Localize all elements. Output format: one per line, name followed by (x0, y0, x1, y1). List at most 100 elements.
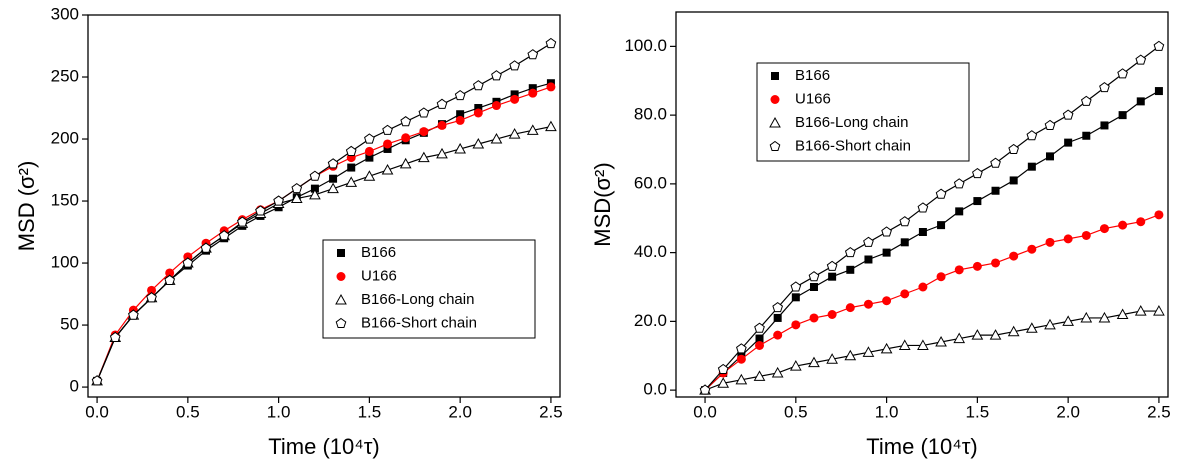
y-tick-label: 250 (51, 66, 79, 85)
x-tick-label: 1.5 (358, 402, 382, 421)
marker (845, 303, 855, 313)
marker (1062, 315, 1074, 326)
legend-marker (335, 317, 347, 329)
marker (808, 271, 820, 282)
marker (899, 216, 911, 227)
marker (1136, 217, 1146, 227)
y-axis-title: MSD(σ²) (590, 162, 615, 246)
marker (436, 147, 448, 159)
marker (491, 101, 501, 111)
x-axis-title: Time (10⁴τ) (866, 434, 977, 459)
plot-frame (675, 11, 1169, 398)
marker (773, 330, 783, 340)
marker (826, 353, 838, 364)
marker (773, 313, 782, 322)
marker (1008, 143, 1020, 155)
marker (165, 268, 175, 278)
marker (972, 261, 982, 271)
marker (437, 120, 447, 130)
marker (1099, 224, 1109, 234)
legend-marker (769, 116, 781, 128)
marker (991, 186, 1000, 195)
marker (164, 274, 176, 285)
marker (236, 216, 248, 227)
marker (1099, 82, 1110, 93)
marker (898, 339, 911, 350)
marker (735, 373, 748, 385)
marker (182, 257, 194, 268)
marker (473, 108, 483, 118)
legend-marker (337, 249, 345, 257)
marker (917, 339, 929, 350)
marker (755, 334, 764, 343)
marker (290, 192, 303, 204)
x-tick-label: 1.0 (267, 402, 291, 421)
marker (736, 343, 747, 354)
marker (826, 260, 838, 271)
marker (456, 110, 465, 119)
marker (1100, 121, 1109, 130)
x-tick-label: 0.0 (693, 402, 717, 421)
marker (808, 356, 820, 368)
y-tick-label: 0.0 (643, 380, 667, 399)
marker (755, 340, 765, 350)
marker (809, 283, 818, 291)
marker (309, 188, 321, 200)
marker (936, 272, 946, 282)
marker (1045, 152, 1054, 161)
marker (1118, 111, 1127, 120)
marker (791, 293, 800, 302)
marker (255, 205, 266, 216)
series-line (704, 214, 1160, 391)
marker (345, 176, 358, 187)
marker (1081, 230, 1091, 240)
marker (383, 139, 393, 149)
marker (383, 144, 392, 153)
marker (508, 128, 521, 139)
marker (400, 116, 412, 127)
marker (347, 163, 356, 172)
marker (717, 377, 730, 388)
marker (828, 272, 837, 281)
marker (1134, 305, 1147, 316)
legend-label: U166 (361, 267, 397, 284)
legend-label: B166 (361, 244, 396, 261)
marker (364, 133, 375, 144)
marker (1154, 87, 1163, 96)
marker (771, 366, 784, 378)
marker (291, 183, 303, 194)
legend-box (322, 239, 536, 339)
marker (1154, 210, 1164, 220)
marker (882, 296, 892, 306)
marker (147, 285, 157, 295)
marker (790, 281, 802, 292)
marker (971, 329, 984, 340)
legend-marker (770, 95, 780, 104)
legend-marker (335, 293, 347, 305)
legend-marker (336, 272, 346, 281)
marker (417, 151, 430, 163)
marker (381, 164, 394, 175)
marker (990, 157, 1001, 168)
marker (935, 335, 947, 347)
marker (399, 157, 412, 169)
marker (382, 124, 393, 135)
legend-label: B166-Short chain (795, 137, 911, 154)
x-tick-label: 2.0 (1056, 402, 1080, 421)
marker (935, 188, 947, 199)
y-tick-label: 100.0 (624, 36, 667, 55)
marker (864, 255, 873, 264)
marker (128, 309, 139, 320)
marker (844, 349, 857, 361)
marker (200, 242, 212, 253)
marker (472, 80, 484, 91)
marker (972, 167, 983, 179)
marker (789, 360, 802, 371)
marker (772, 302, 784, 313)
marker (455, 115, 465, 125)
y-tick-label: 0 (70, 377, 79, 396)
marker (526, 124, 539, 135)
marker (882, 248, 891, 257)
marker (1027, 244, 1037, 254)
